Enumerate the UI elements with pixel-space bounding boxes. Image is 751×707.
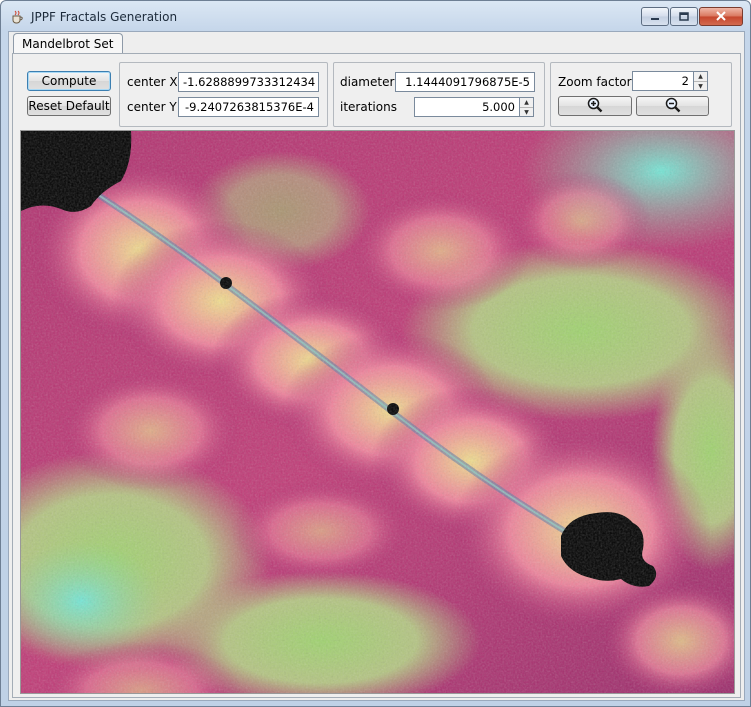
zoom-factor-field[interactable]: 2 bbox=[632, 71, 694, 91]
compute-button[interactable]: Compute bbox=[27, 71, 111, 91]
diameter-field[interactable]: 1.1444091796875E-5 bbox=[395, 72, 535, 92]
mandelbrot-panel: Compute Reset Default center X -1.628889… bbox=[12, 53, 741, 698]
iterations-stepper[interactable]: ▲ ▼ bbox=[520, 97, 534, 117]
minimize-icon bbox=[650, 10, 660, 24]
tab-mandelbrot-set[interactable]: Mandelbrot Set bbox=[13, 33, 123, 54]
zoom-in-icon bbox=[587, 97, 603, 116]
center-y-label: center Y bbox=[127, 100, 177, 114]
fractal-image[interactable] bbox=[20, 130, 735, 694]
center-x-field[interactable]: -1.6288899733312434 bbox=[178, 72, 319, 92]
zoom-out-icon bbox=[665, 97, 681, 116]
close-icon bbox=[715, 10, 727, 24]
iterations-label: iterations bbox=[340, 100, 397, 114]
maximize-icon bbox=[679, 10, 689, 24]
center-y-field[interactable]: -9.2407263815376E-4 bbox=[178, 97, 319, 117]
client-area: Mandelbrot Set Compute Reset Default cen… bbox=[8, 31, 745, 701]
title-bar[interactable]: JPPF Fractals Generation bbox=[1, 1, 750, 31]
spin-down-icon[interactable]: ▼ bbox=[698, 83, 703, 90]
window-title: JPPF Fractals Generation bbox=[31, 10, 178, 24]
reset-default-button[interactable]: Reset Default bbox=[27, 96, 111, 116]
spin-down-icon[interactable]: ▼ bbox=[524, 109, 529, 116]
zoom-group bbox=[550, 62, 732, 127]
zoom-factor-stepper[interactable]: ▲ ▼ bbox=[694, 71, 708, 91]
iterations-field[interactable]: 5.000 bbox=[414, 97, 520, 117]
minimize-button[interactable] bbox=[641, 7, 669, 26]
spin-up-icon[interactable]: ▲ bbox=[520, 98, 533, 108]
close-button[interactable] bbox=[699, 7, 743, 26]
spin-up-icon[interactable]: ▲ bbox=[694, 72, 707, 82]
zoom-out-button[interactable] bbox=[636, 96, 709, 116]
center-x-label: center X bbox=[127, 75, 178, 89]
maximize-button[interactable] bbox=[670, 7, 698, 26]
diameter-group bbox=[333, 62, 545, 127]
java-cup-icon bbox=[10, 10, 24, 24]
zoom-in-button[interactable] bbox=[558, 96, 632, 116]
zoom-factor-label: Zoom factor bbox=[558, 75, 632, 89]
diameter-label: diameter bbox=[340, 75, 395, 89]
center-group bbox=[119, 62, 328, 127]
